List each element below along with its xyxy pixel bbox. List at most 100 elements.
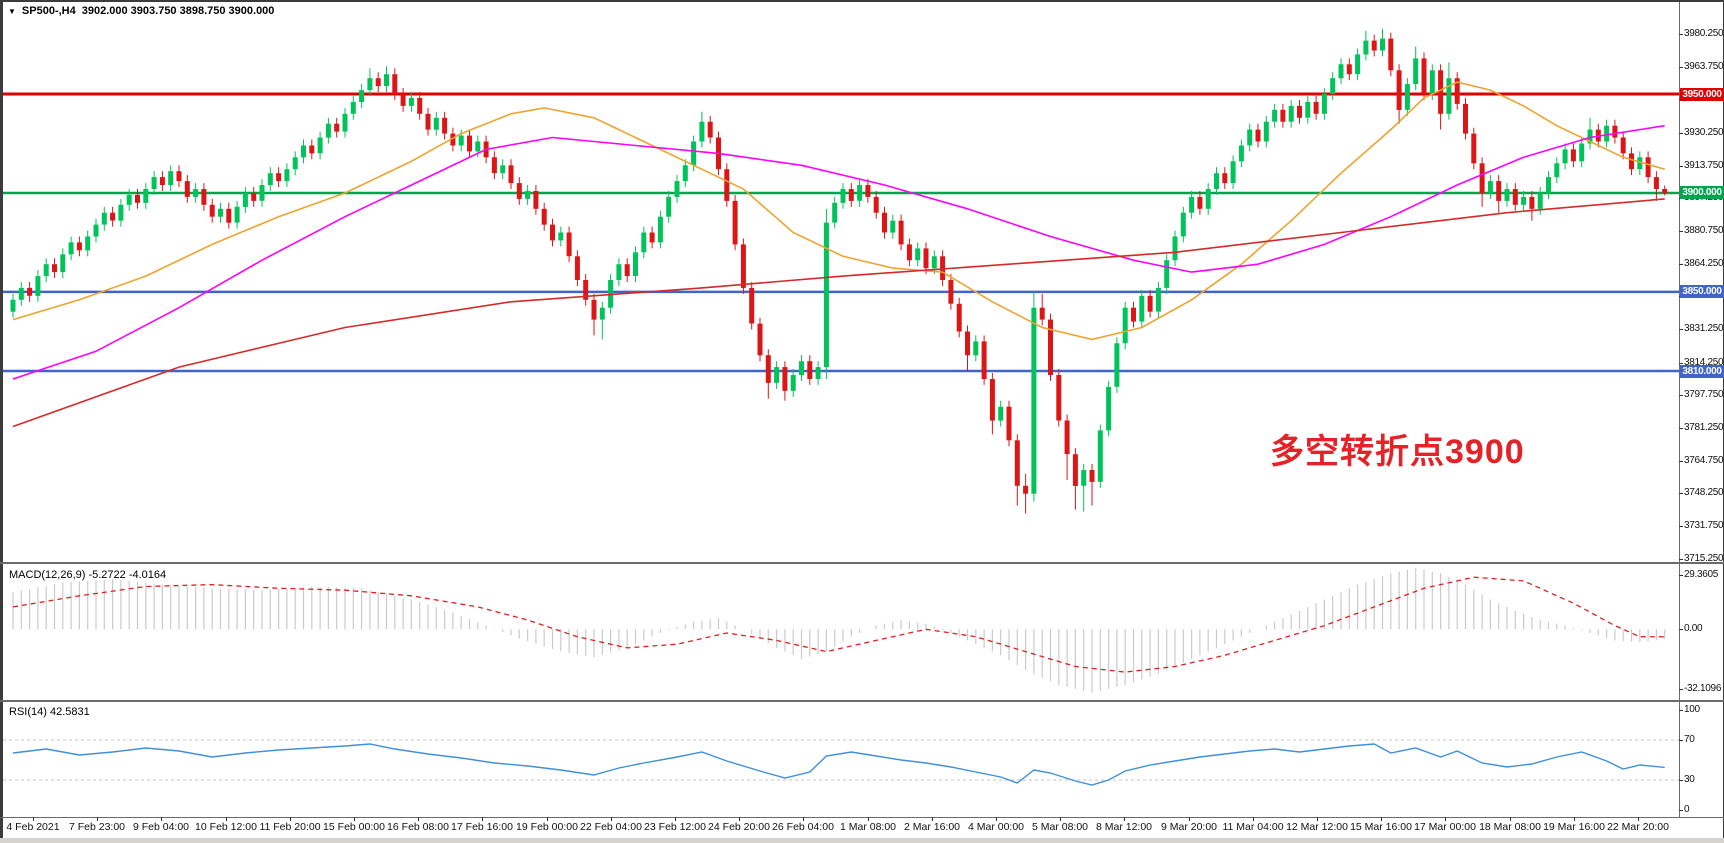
window-border-left bbox=[0, 0, 3, 843]
axis-tick bbox=[1679, 493, 1683, 494]
text-annotation: 多空转折点3900 bbox=[1270, 433, 1525, 471]
price-axis-label: 3913.750 bbox=[1684, 160, 1724, 171]
rsi-axis-label: 0 bbox=[1684, 804, 1690, 815]
price-axis-label: 3864.250 bbox=[1684, 258, 1724, 269]
window-bottom-strip bbox=[0, 838, 1724, 843]
price-axis-label: 3831.250 bbox=[1684, 323, 1724, 334]
rsi-axis-label: 70 bbox=[1684, 734, 1695, 745]
time-axis-tick bbox=[739, 817, 740, 821]
macd-axis-label: 29.3605 bbox=[1684, 569, 1719, 580]
time-axis-tick bbox=[1510, 817, 1511, 821]
time-axis-tick bbox=[290, 817, 291, 821]
axis-tick bbox=[1679, 231, 1683, 232]
axis-tick bbox=[1679, 133, 1683, 134]
axis-tick bbox=[1679, 166, 1683, 167]
time-axis-label: 16 Feb 08:00 bbox=[387, 821, 449, 833]
time-axis-label: 18 Mar 08:00 bbox=[1479, 821, 1541, 833]
price-axis-label: 3781.250 bbox=[1684, 422, 1724, 433]
time-axis-tick bbox=[803, 817, 804, 821]
price-axis-label: 3748.250 bbox=[1684, 487, 1724, 498]
time-axis-tick bbox=[354, 817, 355, 821]
price-level-badge: 3850.000 bbox=[1680, 285, 1724, 298]
axis-tick bbox=[1679, 526, 1683, 527]
price-axis-label: 3797.750 bbox=[1684, 389, 1724, 400]
rsi-axis-label: 30 bbox=[1684, 774, 1695, 785]
price-level-badge: 3900.000 bbox=[1680, 186, 1724, 199]
price-axis-label: 3963.750 bbox=[1684, 61, 1724, 72]
time-axis-label: 17 Feb 16:00 bbox=[451, 821, 513, 833]
panel-separator[interactable] bbox=[0, 700, 1724, 702]
axis-separator-line bbox=[1679, 2, 1680, 817]
axis-tick bbox=[1679, 710, 1683, 711]
time-axis-tick bbox=[226, 817, 227, 821]
price-level-badge: 3950.000 bbox=[1680, 88, 1724, 101]
chart-title: ▼ SP500-,H4 3902.000 3903.750 3898.750 3… bbox=[8, 5, 274, 17]
axis-tick bbox=[1679, 629, 1683, 630]
axis-tick bbox=[1679, 810, 1683, 811]
axis-tick bbox=[1679, 559, 1683, 560]
time-axis-tick bbox=[1253, 817, 1254, 821]
time-axis-label: 12 Mar 12:00 bbox=[1286, 821, 1348, 833]
time-axis-label: 5 Mar 08:00 bbox=[1031, 821, 1089, 833]
macd-axis-label: 0.00 bbox=[1684, 623, 1703, 634]
price-axis-label: 3930.250 bbox=[1684, 127, 1724, 138]
time-axis-tick bbox=[1381, 817, 1382, 821]
time-axis-tick bbox=[932, 817, 933, 821]
time-axis-label: 22 Mar 20:00 bbox=[1607, 821, 1669, 833]
axis-tick bbox=[1679, 575, 1683, 576]
time-axis-tick bbox=[1317, 817, 1318, 821]
axis-tick bbox=[1679, 363, 1683, 364]
price-axis-label: 3715.250 bbox=[1684, 553, 1724, 564]
rsi-axis-label: 100 bbox=[1684, 704, 1700, 715]
macd-chart-canvas[interactable] bbox=[3, 566, 1680, 700]
time-axis-border bbox=[0, 817, 1724, 818]
time-axis-label: 23 Feb 12:00 bbox=[644, 821, 706, 833]
price-axis-label: 3764.750 bbox=[1684, 455, 1724, 466]
time-axis-tick bbox=[161, 817, 162, 821]
macd-header: MACD(12,26,9) -5.2722 -4.0164 bbox=[9, 569, 167, 581]
price-axis-label: 3731.750 bbox=[1684, 520, 1724, 531]
symbol-timeframe-label: SP500-,H4 bbox=[21, 5, 76, 17]
axis-tick bbox=[1679, 780, 1683, 781]
time-axis-label: 24 Feb 20:00 bbox=[708, 821, 770, 833]
window-border-top bbox=[0, 0, 1724, 2]
time-axis-label: 7 Feb 23:00 bbox=[68, 821, 126, 833]
time-axis-tick bbox=[996, 817, 997, 821]
time-axis-label: 19 Feb 00:00 bbox=[516, 821, 578, 833]
time-axis-label: 9 Feb 04:00 bbox=[132, 821, 190, 833]
time-axis-label: 22 Feb 04:00 bbox=[580, 821, 642, 833]
price-axis-label: 3980.250 bbox=[1684, 28, 1724, 39]
time-axis-label: 10 Feb 12:00 bbox=[195, 821, 257, 833]
chart-menu-icon[interactable]: ▼ bbox=[8, 6, 16, 16]
axis-tick bbox=[1679, 428, 1683, 429]
time-axis-tick bbox=[868, 817, 869, 821]
time-axis-tick bbox=[97, 817, 98, 821]
macd-axis-label: -32.1096 bbox=[1684, 683, 1722, 694]
axis-tick bbox=[1679, 264, 1683, 265]
price-axis-label: 3814.250 bbox=[1684, 357, 1724, 368]
time-axis-label: 15 Mar 16:00 bbox=[1350, 821, 1412, 833]
panel-separator[interactable] bbox=[0, 562, 1724, 564]
time-axis-tick bbox=[1445, 817, 1446, 821]
time-axis-label: 4 Mar 00:00 bbox=[967, 821, 1025, 833]
price-chart-canvas[interactable] bbox=[3, 2, 1680, 562]
time-axis-label: 9 Mar 20:00 bbox=[1160, 821, 1218, 833]
time-axis-tick bbox=[418, 817, 419, 821]
time-axis-label: 8 Mar 12:00 bbox=[1095, 821, 1153, 833]
time-axis-tick bbox=[1124, 817, 1125, 821]
time-axis-label: 4 Feb 2021 bbox=[6, 821, 60, 833]
time-axis-tick bbox=[1060, 817, 1061, 821]
time-axis-tick bbox=[1189, 817, 1190, 821]
time-axis-label: 2 Mar 16:00 bbox=[903, 821, 961, 833]
rsi-chart-canvas[interactable] bbox=[3, 703, 1680, 817]
time-axis-tick bbox=[482, 817, 483, 821]
time-axis-tick bbox=[611, 817, 612, 821]
axis-tick bbox=[1679, 461, 1683, 462]
time-axis-tick bbox=[1574, 817, 1575, 821]
ohlc-values-label: 3902.000 3903.750 3898.750 3900.000 bbox=[81, 5, 275, 17]
time-axis-label: 26 Feb 04:00 bbox=[772, 821, 834, 833]
axis-tick bbox=[1679, 67, 1683, 68]
axis-tick bbox=[1679, 689, 1683, 690]
time-axis-label: 11 Feb 20:00 bbox=[259, 821, 321, 833]
